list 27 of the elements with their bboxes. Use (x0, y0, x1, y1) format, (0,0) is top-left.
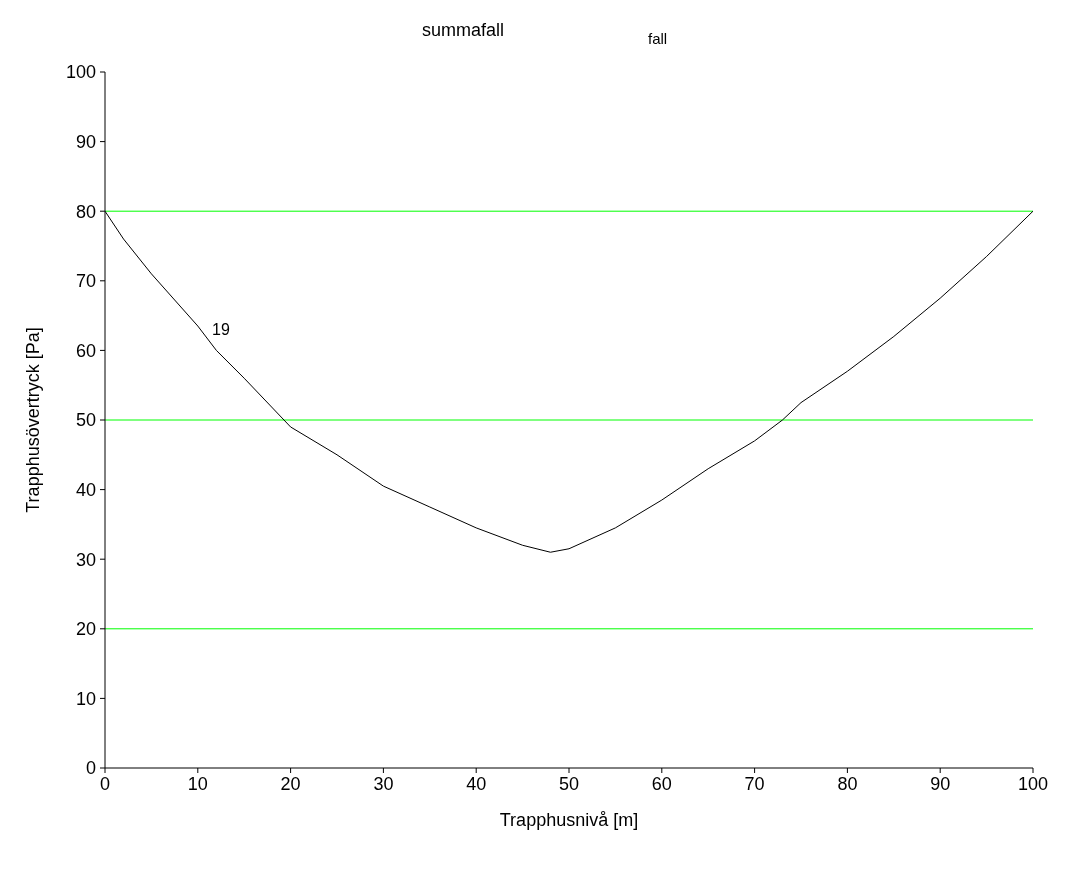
x-tick-label: 0 (99, 773, 111, 794)
x-tick-label: 80 (837, 773, 858, 794)
x-tick-label: 70 (744, 773, 765, 794)
x-tick-label: 100 (1017, 773, 1049, 794)
y-tick-label: 60 (75, 340, 96, 361)
x-tick-label: 90 (930, 773, 951, 794)
y-tick-label: 80 (75, 201, 96, 222)
text: fall (648, 30, 668, 47)
x-tick-label: 20 (280, 773, 301, 794)
x-tick-label: 60 (651, 773, 672, 794)
annotation: 19 (212, 321, 230, 339)
y-tick-label: 50 (75, 410, 96, 431)
x-axis-title: Trapphusnivå [m] (499, 810, 639, 830)
x-tick-label: 30 (373, 773, 394, 794)
x-tick-label: 10 (187, 773, 208, 794)
y-tick-label: 10 (75, 688, 96, 709)
y-tick-label: 20 (75, 619, 96, 640)
x-tick-label: 40 (466, 773, 487, 794)
chart-title: summafall (421, 20, 505, 41)
y-tick-label: 90 (75, 131, 96, 152)
y-tick-label: 40 (75, 479, 96, 500)
y-tick-label: 100 (65, 62, 96, 83)
y-axis-title: Trapphusövertryck [Pa] (23, 327, 44, 513)
y-tick-label: 0 (85, 758, 96, 779)
x-tick-label: 50 (558, 773, 580, 794)
y-tick-label: 30 (75, 549, 96, 570)
y-tick-label: 70 (75, 271, 96, 292)
